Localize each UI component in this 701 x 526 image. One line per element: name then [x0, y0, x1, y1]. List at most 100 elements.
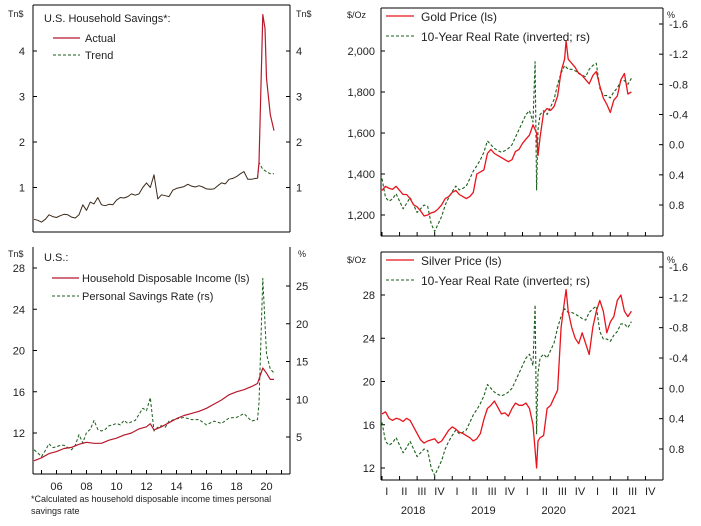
quarter-label: II: [612, 486, 618, 498]
quarter-label: I: [596, 486, 599, 498]
legend-label-savings-rate: Personal Savings Rate (rs): [82, 291, 213, 303]
left-tick-label: 1,600: [347, 128, 375, 140]
right-tick-label: -0.8: [669, 323, 688, 335]
quarter-label: I: [526, 486, 529, 498]
right-unit-label: %: [667, 10, 675, 20]
right-unit-label: %: [667, 255, 675, 265]
quarter-label: III: [558, 486, 567, 498]
legend-label-silver: Silver Price (ls): [421, 254, 502, 268]
household-savings-chart: 1 1 2 2 3 3 4 4 Tn$ Tn$ U.S. Household Savings*…: [8, 4, 312, 233]
series-trend-line: [257, 162, 274, 179]
left-tick-label: 28: [13, 263, 25, 275]
series-price-line: [381, 288, 632, 469]
right-tick-label: 25: [296, 281, 308, 293]
left-tick-label: 12: [13, 428, 25, 440]
left-tick-label: 1,200: [347, 210, 375, 222]
series-lines: [33, 14, 275, 223]
series-lines: [381, 288, 632, 477]
right-tick-label: -0.4: [669, 353, 688, 365]
right-tick-label: 0.4: [669, 414, 684, 426]
quarter-label: IV: [434, 486, 445, 498]
left-tick-label: 16: [363, 420, 375, 432]
left-tick-label: 20: [13, 346, 25, 358]
left-tick-label: 1: [19, 183, 25, 195]
footnote-line-2: savings rate: [31, 506, 80, 516]
quarter-label: IV: [505, 486, 516, 498]
right-tick-label: 0.4: [669, 170, 684, 182]
legend-label-trend: Trend: [85, 50, 113, 62]
legend-label-real-rate: 10-Year Real Rate (inverted; rs): [421, 274, 590, 288]
year-label: 2020: [541, 505, 565, 517]
x-tick-label: 16: [200, 481, 212, 493]
left-unit-label: $/Oz: [347, 10, 367, 20]
right-unit-label: %: [298, 249, 306, 259]
legend-label-real-rate: 10-Year Real Rate (inverted; rs): [421, 30, 590, 44]
right-tick-label: -0.4: [669, 110, 688, 122]
right-tick-label: 15: [296, 357, 308, 369]
quarter-label: I: [456, 486, 459, 498]
right-tick-label: -1.6: [669, 262, 688, 274]
left-tick-label: 1,400: [347, 169, 375, 181]
quarter-label: III: [488, 486, 497, 498]
left-tick-label: 2,000: [347, 46, 375, 58]
x-tick-label: 14: [170, 481, 182, 493]
left-tick-label: 28: [363, 290, 375, 302]
left-tick-label: 24: [13, 304, 25, 316]
right-tick-label: 3: [296, 92, 302, 104]
quarter-label: II: [542, 486, 548, 498]
legend-title: U.S. Household Savings*:: [44, 13, 171, 25]
left-tick-label: 16: [13, 387, 25, 399]
left-tick-label: 20: [363, 377, 375, 389]
left-tick-label: 3: [19, 92, 25, 104]
x-tick-label: 10: [110, 481, 122, 493]
left-unit-label: $/Oz: [347, 255, 367, 265]
series-real-rate-line: [381, 304, 632, 477]
x-tick-label: 20: [260, 481, 272, 493]
axes: 1 1 2 2 3 3 4 4: [19, 4, 302, 233]
legend-label-gold: Gold Price (ls): [421, 10, 497, 24]
right-tick-label: -1.6: [669, 19, 688, 31]
right-tick-label: 0.8: [669, 444, 684, 456]
footnote-line-1: *Calculated as household disposable inco…: [31, 494, 271, 504]
right-tick-label: -1.2: [669, 49, 688, 61]
x-tick-label: 12: [140, 481, 152, 493]
right-tick-label: 5: [296, 432, 302, 444]
series-real-rate-line: [381, 61, 632, 232]
year-label: 2018: [401, 505, 425, 517]
legend-label-income: Household Disposable Income (ls): [82, 273, 250, 285]
quarter-label: II: [472, 486, 478, 498]
quarter-label: III: [417, 486, 426, 498]
x-tick-label: 06: [50, 481, 62, 493]
year-label: 2021: [612, 505, 636, 517]
quarter-label: I: [385, 486, 388, 498]
series-lines: [381, 40, 632, 232]
gold-chart: 1,200 1,400 1,600 1,800 2,000 0.8 0.4 0.0 -0.4 -0…: [347, 7, 688, 237]
series-lines: [33, 277, 275, 462]
right-tick-label: 20: [296, 319, 308, 331]
x-tick-label: 08: [80, 481, 92, 493]
series-savings-rate-line: [33, 277, 275, 458]
series-history-line: [33, 171, 258, 223]
right-tick-label: 2: [296, 137, 302, 149]
left-tick-label: 24: [363, 333, 375, 345]
left-unit-label: Tn$: [8, 249, 24, 259]
right-tick-label: 0.0: [669, 140, 684, 152]
left-tick-label: 2: [19, 137, 25, 149]
axes: 12 16 20 24 28 5 10 15 20 25 06 08 10 12 14 16 18 20: [13, 247, 308, 493]
quarter-label: IV: [645, 486, 656, 498]
right-tick-label: -0.8: [669, 79, 688, 91]
right-tick-label: 4: [296, 46, 302, 58]
legend-title: U.S.:: [44, 252, 68, 264]
left-tick-label: 1,800: [347, 87, 375, 99]
quarter-label: II: [401, 486, 407, 498]
axes: 1,200 1,400 1,600 1,800 2,000 0.8 0.4 0.0 -0.4 -0…: [347, 7, 688, 237]
right-tick-label: 0.0: [669, 383, 684, 395]
right-tick-label: 1: [296, 183, 302, 195]
legend-label-actual: Actual: [85, 33, 116, 45]
quarter-label: III: [628, 486, 637, 498]
left-unit-label: Tn$: [8, 9, 24, 19]
